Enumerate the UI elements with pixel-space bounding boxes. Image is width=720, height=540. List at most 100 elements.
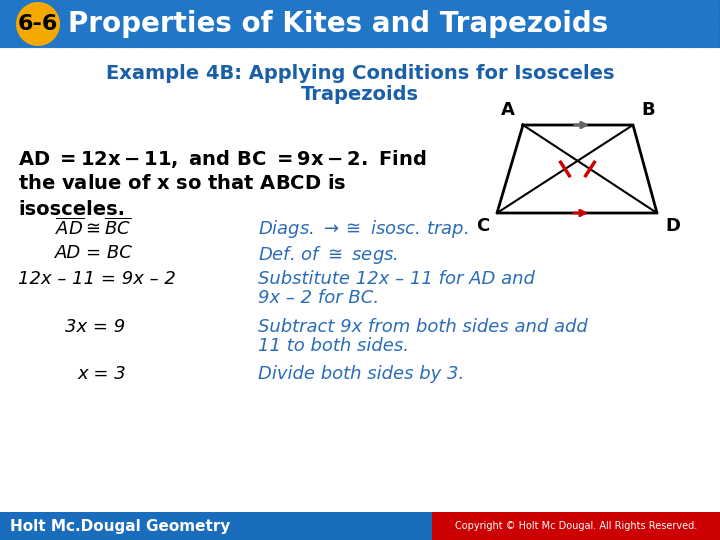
Bar	[576, 31, 593, 48]
Text: 12x – 11 = 9x – 2: 12x – 11 = 9x – 2	[18, 270, 176, 288]
Bar	[36, 0, 53, 12]
Bar	[414, 31, 431, 48]
Bar	[702, 0, 719, 12]
Text: the value of $\mathbf{x}$ so that $\mathbf{ABCD}$ is: the value of $\mathbf{x}$ so that $\math…	[18, 174, 346, 193]
Bar	[270, 13, 287, 30]
Bar	[684, 0, 701, 12]
Bar	[504, 31, 521, 48]
Bar	[288, 0, 305, 12]
Bar	[594, 0, 611, 12]
Bar	[126, 13, 143, 30]
Bar	[144, 13, 161, 30]
Bar	[432, 31, 449, 48]
Bar	[396, 31, 413, 48]
Text: AD = BC: AD = BC	[55, 244, 133, 262]
Bar	[378, 31, 395, 48]
Bar	[270, 31, 287, 48]
Bar	[108, 0, 125, 12]
Bar	[0, 512, 720, 540]
Bar	[0, 31, 17, 48]
Bar	[612, 13, 629, 30]
Bar	[414, 0, 431, 12]
Bar	[252, 31, 269, 48]
Bar	[72, 0, 89, 12]
Bar	[648, 13, 665, 30]
Bar	[180, 13, 197, 30]
Bar	[54, 13, 71, 30]
Text: Substitute 12x – 11 for AD and: Substitute 12x – 11 for AD and	[258, 270, 535, 288]
Bar	[342, 13, 359, 30]
Bar	[36, 13, 53, 30]
Bar	[666, 13, 683, 30]
Bar	[612, 0, 629, 12]
Text: Copyright © Holt Mc Dougal. All Rights Reserved.: Copyright © Holt Mc Dougal. All Rights R…	[455, 521, 697, 531]
Bar	[486, 13, 503, 30]
Bar	[684, 31, 701, 48]
Bar	[558, 31, 575, 48]
Bar	[342, 31, 359, 48]
Bar	[198, 31, 215, 48]
Text: 6-6: 6-6	[18, 14, 58, 34]
Bar	[324, 31, 341, 48]
Bar	[108, 31, 125, 48]
Bar	[198, 0, 215, 12]
Circle shape	[16, 2, 60, 46]
Bar	[414, 13, 431, 30]
Text: Def. of $\cong$ segs.: Def. of $\cong$ segs.	[258, 244, 398, 266]
Bar	[90, 13, 107, 30]
Bar	[360, 31, 377, 48]
Bar	[18, 31, 35, 48]
Bar	[648, 0, 665, 12]
Bar	[432, 13, 449, 30]
Text: 3x = 9: 3x = 9	[65, 318, 125, 336]
Bar	[216, 0, 233, 12]
Bar	[162, 0, 179, 12]
Bar	[540, 13, 557, 30]
Bar	[360, 13, 377, 30]
Bar	[630, 31, 647, 48]
Text: $\mathbf{AD}$ $\mathbf{= 12x - 11,}$ and $\mathbf{BC}$ $\mathbf{= 9x - 2.}$ Find: $\mathbf{AD}$ $\mathbf{= 12x - 11,}$ and…	[18, 148, 426, 170]
Text: $\overline{AD} \cong \overline{BC}$: $\overline{AD} \cong \overline{BC}$	[55, 218, 131, 239]
Text: D: D	[665, 217, 680, 235]
Bar	[378, 13, 395, 30]
Bar	[540, 0, 557, 12]
Bar	[468, 13, 485, 30]
Bar	[234, 0, 251, 12]
Text: A: A	[501, 101, 515, 119]
Bar	[432, 512, 720, 540]
Bar	[324, 0, 341, 12]
Bar	[684, 13, 701, 30]
Bar	[162, 31, 179, 48]
Bar	[306, 0, 323, 12]
Bar	[144, 0, 161, 12]
Bar	[432, 0, 449, 12]
Bar	[144, 31, 161, 48]
Bar	[126, 0, 143, 12]
Text: Holt Mc.Dougal Geometry: Holt Mc.Dougal Geometry	[10, 518, 230, 534]
Bar	[486, 31, 503, 48]
Text: Example 4B: Applying Conditions for Isosceles: Example 4B: Applying Conditions for Isos…	[106, 64, 614, 83]
Bar	[396, 0, 413, 12]
Bar	[54, 31, 71, 48]
Bar	[450, 13, 467, 30]
Bar	[630, 0, 647, 12]
Bar	[522, 0, 539, 12]
Bar	[486, 0, 503, 12]
Bar	[558, 0, 575, 12]
Bar	[288, 31, 305, 48]
Bar	[252, 0, 269, 12]
Bar	[702, 31, 719, 48]
Bar	[126, 31, 143, 48]
Text: B: B	[641, 101, 654, 119]
Bar	[216, 31, 233, 48]
Bar	[666, 0, 683, 12]
Bar	[468, 31, 485, 48]
Bar	[450, 0, 467, 12]
Bar	[162, 13, 179, 30]
Bar	[0, 13, 17, 30]
Text: Properties of Kites and Trapezoids: Properties of Kites and Trapezoids	[68, 10, 608, 38]
Bar	[288, 13, 305, 30]
Bar	[522, 13, 539, 30]
Bar	[306, 31, 323, 48]
Bar	[396, 13, 413, 30]
